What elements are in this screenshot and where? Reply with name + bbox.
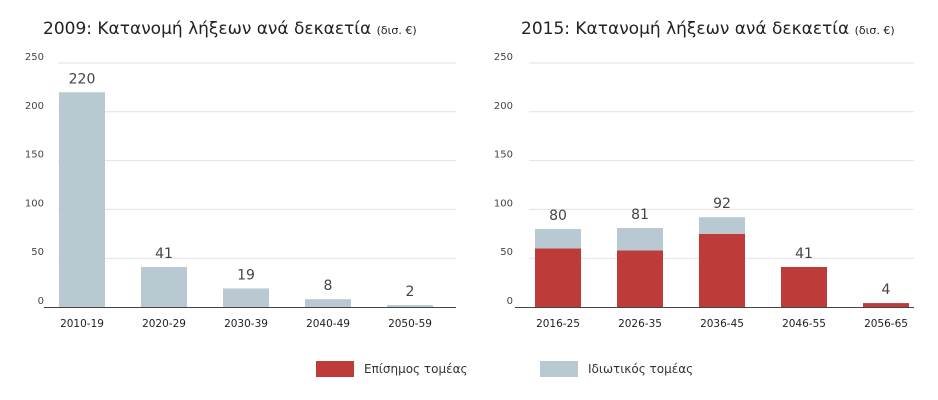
chart-2009: 2009: Κατανομή λήξεων ανά δεκαετία (δισ.… <box>0 0 469 340</box>
y-tick-label: 200 <box>25 101 44 112</box>
bar <box>617 227 663 251</box>
x-tick-label: 2056-65 <box>864 318 908 330</box>
bar <box>781 266 827 307</box>
legend-label-official: Επίσημος τομέας <box>364 362 468 376</box>
chart-title-unit: (δισ. €) <box>376 24 417 37</box>
legend-item-private: Ιδιωτικός τομέας <box>540 358 693 380</box>
chart-title-text: 2009: Κατανομή λήξεων ανά δεκαετία <box>43 19 372 39</box>
bar <box>535 248 581 307</box>
x-tick-label: 2010-19 <box>60 318 104 330</box>
y-tick-label: 50 <box>31 247 44 258</box>
bar <box>617 250 663 307</box>
x-tick-label: 2040-49 <box>306 318 350 330</box>
y-tick-label: 150 <box>25 150 44 161</box>
legend-item-official: Επίσημος τομέας <box>316 358 468 380</box>
y-tick-label: 0 <box>507 296 513 307</box>
legend-swatch-official <box>316 361 354 377</box>
data-label: 4 <box>882 282 891 298</box>
data-label: 80 <box>549 208 567 224</box>
x-tick-label: 2016-25 <box>536 318 580 330</box>
bar <box>863 303 909 307</box>
bar <box>699 217 745 234</box>
y-tick-label: 50 <box>500 247 513 258</box>
chart-2015: 2015: Κατανομή λήξεων ανά δεκαετία (δισ.… <box>469 0 938 340</box>
legend: Επίσημος τομέας Ιδιωτικός τομέας <box>0 358 938 382</box>
chart-plot: 0 50 100 150 200 250 80 2016-25 81 2026-35 92 2036-… <box>494 52 914 330</box>
bar <box>387 305 433 307</box>
y-tick-label: 150 <box>494 150 513 161</box>
legend-swatch-private <box>540 361 578 377</box>
chart-plot: 0 50 100 150 200 250 220 2010-19 41 2020-29 19 2030… <box>25 52 456 330</box>
data-label: 41 <box>795 246 813 262</box>
data-label: 41 <box>155 246 173 262</box>
y-tick-label: 250 <box>494 52 513 63</box>
x-tick-label: 2020-29 <box>142 318 186 330</box>
bar <box>141 266 187 307</box>
x-tick-label: 2036-45 <box>700 318 744 330</box>
y-tick-label: 200 <box>494 101 513 112</box>
data-label: 2 <box>406 284 415 300</box>
data-label: 8 <box>324 278 333 294</box>
y-tick-label: 0 <box>38 296 44 307</box>
chart-title: 2009: Κατανομή λήξεων ανά δεκαετία (δισ.… <box>43 19 417 39</box>
bar <box>59 92 105 307</box>
bar <box>699 233 745 307</box>
data-label: 220 <box>69 71 96 87</box>
y-tick-label: 100 <box>25 198 44 209</box>
bar <box>535 228 581 249</box>
x-tick-label: 2050-59 <box>388 318 432 330</box>
chart-title: 2015: Κατανομή λήξεων ανά δεκαετία (δισ.… <box>521 19 895 39</box>
data-label: 92 <box>713 196 731 212</box>
x-tick-label: 2046-55 <box>782 318 826 330</box>
y-tick-label: 250 <box>25 52 44 63</box>
chart-title-text: 2015: Κατανομή λήξεων ανά δεκαετία <box>521 19 850 39</box>
chart-title-unit: (δισ. €) <box>854 24 895 37</box>
data-label: 19 <box>237 267 255 283</box>
bar <box>223 288 269 307</box>
data-label: 81 <box>631 207 649 223</box>
x-tick-label: 2026-35 <box>618 318 662 330</box>
legend-label-private: Ιδιωτικός τομέας <box>588 362 694 376</box>
y-tick-label: 100 <box>494 198 513 209</box>
bar <box>305 299 351 307</box>
x-tick-label: 2030-39 <box>224 318 268 330</box>
